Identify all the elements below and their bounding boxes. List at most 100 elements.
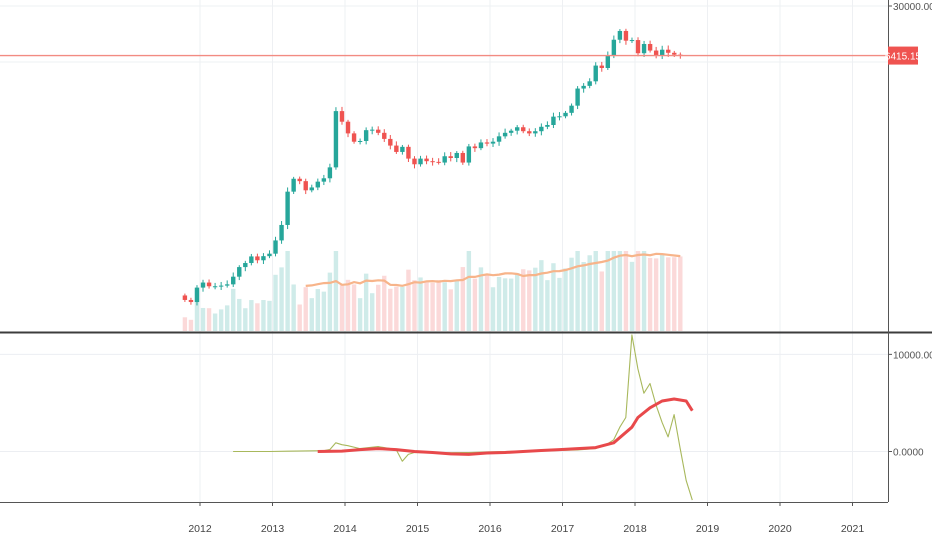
volume-bar — [303, 287, 308, 331]
candle[interactable] — [641, 43, 647, 54]
candle[interactable] — [218, 285, 224, 287]
volume-bar — [581, 262, 586, 331]
candle[interactable] — [321, 178, 327, 182]
candle[interactable] — [291, 178, 296, 192]
candle[interactable] — [617, 30, 623, 40]
candle[interactable] — [569, 105, 574, 113]
time-axis-tick-label: 2021 — [841, 523, 865, 535]
candle[interactable] — [406, 146, 411, 159]
candle[interactable] — [200, 282, 206, 288]
candle[interactable] — [672, 52, 677, 55]
candle[interactable] — [581, 85, 586, 89]
candle[interactable] — [448, 156, 453, 159]
candle[interactable] — [629, 40, 635, 42]
candle[interactable] — [206, 282, 212, 287]
candle[interactable] — [647, 43, 653, 51]
candle[interactable] — [436, 161, 441, 163]
signal-line[interactable] — [317, 397, 694, 456]
candle[interactable] — [466, 146, 472, 163]
volume-bar — [327, 272, 333, 331]
candle[interactable] — [623, 30, 629, 41]
candle[interactable] — [454, 152, 459, 159]
candle[interactable] — [563, 112, 568, 117]
candle[interactable] — [285, 191, 290, 225]
candle[interactable] — [514, 127, 520, 131]
candle[interactable] — [327, 167, 333, 179]
candle[interactable] — [345, 121, 351, 134]
candle[interactable] — [575, 88, 580, 106]
candle[interactable] — [593, 65, 598, 82]
candle[interactable] — [309, 187, 314, 191]
candle[interactable] — [273, 240, 278, 254]
candle[interactable] — [382, 132, 387, 139]
volume-bar — [635, 251, 641, 331]
candle[interactable] — [182, 295, 188, 300]
candle[interactable] — [666, 49, 671, 53]
candle[interactable] — [333, 111, 339, 168]
candle[interactable] — [315, 181, 321, 188]
candle[interactable] — [472, 146, 478, 149]
candle[interactable] — [418, 158, 423, 165]
candle[interactable] — [188, 299, 194, 303]
time-axis-tick-label: 2013 — [261, 523, 285, 535]
volume-bar — [557, 277, 562, 331]
candle[interactable] — [357, 140, 363, 142]
candle[interactable] — [237, 267, 242, 277]
candle[interactable] — [376, 129, 381, 133]
candle[interactable] — [460, 152, 466, 163]
volume-bar — [267, 300, 272, 331]
candle[interactable] — [635, 40, 641, 54]
candle[interactable] — [231, 276, 236, 285]
candle[interactable] — [599, 65, 604, 68]
candle[interactable] — [369, 129, 375, 131]
candle[interactable] — [557, 116, 562, 118]
oscillator-axis-tick-label: 0.0000 — [893, 447, 924, 458]
volume-bar — [647, 257, 653, 331]
candle[interactable] — [508, 130, 514, 133]
volume-bar — [533, 267, 538, 331]
candle[interactable] — [502, 132, 508, 137]
candle[interactable] — [400, 146, 405, 152]
candle[interactable] — [255, 256, 260, 261]
candle[interactable] — [521, 127, 526, 132]
candle[interactable] — [490, 141, 496, 144]
candle[interactable] — [243, 263, 248, 268]
candle[interactable] — [261, 256, 266, 261]
candle[interactable] — [267, 253, 272, 257]
candle[interactable] — [212, 286, 218, 288]
volume-bar — [678, 256, 683, 331]
candle[interactable] — [527, 131, 532, 134]
candle[interactable] — [659, 49, 665, 56]
candle[interactable] — [539, 126, 544, 132]
candle[interactable] — [249, 256, 254, 264]
candle[interactable] — [351, 133, 357, 142]
candle[interactable] — [194, 287, 200, 303]
candle[interactable] — [224, 284, 230, 286]
candle[interactable] — [484, 142, 490, 144]
candle[interactable] — [478, 142, 484, 149]
candle[interactable] — [279, 224, 284, 241]
candle[interactable] — [339, 111, 345, 122]
volume-bar — [666, 257, 671, 331]
candle[interactable] — [545, 124, 550, 127]
candle[interactable] — [442, 156, 447, 163]
candle[interactable] — [533, 131, 538, 134]
candle[interactable] — [388, 138, 393, 146]
candle[interactable] — [412, 158, 417, 165]
candle[interactable] — [394, 145, 399, 152]
candle[interactable] — [496, 136, 502, 142]
candle[interactable] — [653, 50, 659, 56]
volume-bar — [243, 308, 248, 331]
candle[interactable] — [605, 55, 611, 68]
candle[interactable] — [297, 178, 302, 182]
candle[interactable] — [430, 161, 435, 163]
candle[interactable] — [303, 181, 308, 191]
candle[interactable] — [363, 130, 369, 141]
candle[interactable] — [587, 81, 592, 86]
oscillator-line[interactable] — [233, 334, 693, 501]
candle[interactable] — [424, 158, 429, 162]
candle[interactable] — [551, 116, 556, 125]
volume-bar — [466, 251, 472, 331]
candle[interactable] — [611, 39, 617, 56]
